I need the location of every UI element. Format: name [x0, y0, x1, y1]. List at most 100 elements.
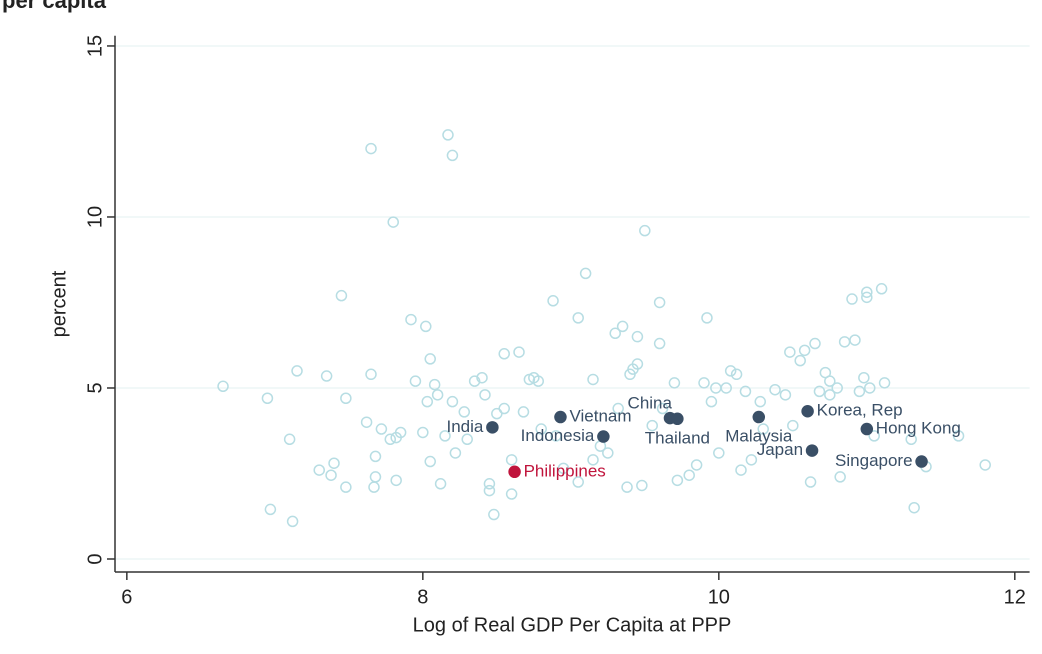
point — [656, 402, 669, 415]
point — [597, 430, 610, 443]
point — [394, 426, 407, 439]
point — [505, 454, 518, 466]
point — [849, 334, 861, 346]
point — [375, 423, 388, 435]
point — [639, 224, 651, 237]
point — [261, 392, 274, 404]
point — [365, 142, 377, 155]
point — [616, 320, 629, 333]
point-label: Korea, Rep — [817, 401, 903, 420]
point — [535, 423, 547, 435]
point — [384, 433, 397, 446]
point — [360, 416, 373, 428]
y-axis-title: percent — [48, 270, 70, 337]
point — [491, 407, 503, 420]
point — [646, 419, 658, 432]
x-tick-label: 10 — [708, 586, 730, 608]
point — [508, 465, 521, 479]
point — [831, 382, 843, 394]
point — [369, 471, 382, 483]
point — [809, 337, 821, 350]
point — [612, 402, 624, 415]
x-axis-title: Log of Real GDP Per Capita at PPP — [413, 614, 732, 636]
point — [405, 313, 417, 326]
point — [579, 267, 592, 280]
point — [653, 337, 666, 350]
point — [217, 380, 229, 393]
point — [498, 402, 510, 415]
point — [861, 291, 873, 304]
point — [431, 389, 444, 401]
point — [705, 395, 718, 408]
y-tick-label: 10 — [84, 206, 106, 228]
point — [858, 371, 870, 384]
point — [769, 383, 781, 396]
point — [838, 336, 851, 348]
point — [547, 295, 559, 307]
point — [846, 293, 858, 305]
point — [486, 421, 499, 434]
point — [390, 474, 402, 487]
point — [365, 368, 377, 381]
point — [730, 368, 743, 381]
point — [915, 455, 928, 468]
point — [476, 371, 488, 384]
point — [587, 454, 599, 466]
point — [424, 353, 436, 365]
point — [724, 365, 737, 377]
point — [787, 419, 799, 432]
point — [636, 479, 648, 492]
point — [794, 354, 806, 367]
chart-title: per capita — [2, 0, 107, 13]
point — [483, 478, 496, 490]
point — [335, 289, 348, 302]
point — [572, 312, 584, 324]
point — [417, 426, 429, 439]
point — [631, 330, 644, 343]
point — [720, 382, 732, 394]
y-tick-label: 5 — [84, 382, 106, 393]
point — [824, 389, 836, 401]
point — [368, 481, 380, 493]
point-label: India — [447, 417, 484, 436]
point — [602, 447, 614, 459]
point — [908, 501, 920, 514]
point — [283, 433, 296, 446]
point — [979, 459, 991, 471]
point — [861, 286, 873, 298]
point — [479, 389, 491, 401]
point — [864, 382, 876, 394]
point — [745, 454, 758, 466]
point-label: Singapore — [835, 451, 913, 470]
point — [853, 385, 866, 398]
point — [409, 375, 422, 387]
point — [784, 346, 796, 358]
x-tick-label: 12 — [1004, 586, 1026, 608]
point — [468, 375, 481, 387]
point — [498, 348, 510, 360]
point — [532, 375, 545, 387]
point — [668, 377, 681, 389]
point — [572, 476, 584, 488]
point — [801, 404, 814, 418]
y-tick-label: 0 — [84, 553, 106, 564]
point — [952, 430, 965, 442]
point — [587, 373, 599, 386]
point — [621, 481, 633, 493]
point — [320, 370, 333, 382]
point — [513, 346, 525, 358]
point — [701, 312, 713, 324]
point — [905, 433, 917, 446]
point — [557, 462, 570, 475]
point — [291, 365, 303, 377]
point — [798, 344, 811, 357]
point — [752, 410, 766, 424]
point — [550, 430, 562, 442]
point — [446, 395, 459, 408]
point — [428, 378, 441, 391]
point — [439, 430, 451, 442]
point-label: Philippines — [524, 461, 606, 480]
point — [442, 129, 454, 141]
point — [757, 423, 769, 435]
